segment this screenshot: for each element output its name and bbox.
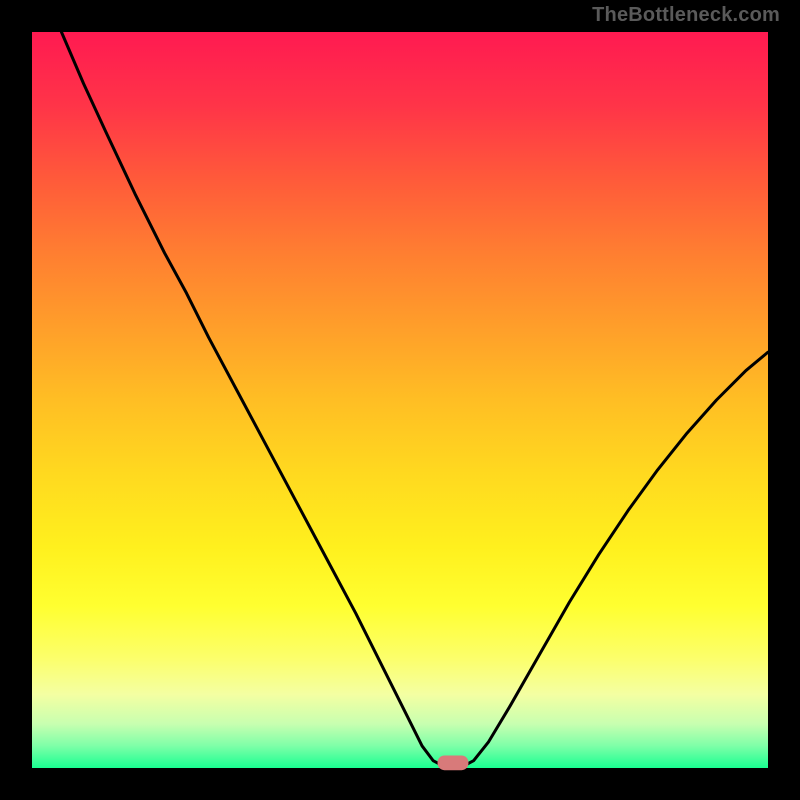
chart-container: TheBottleneck.com [0,0,800,800]
watermark-text: TheBottleneck.com [592,4,780,27]
bottleneck-chart [0,0,800,800]
plot-background [32,32,768,768]
optimal-marker [438,755,469,770]
